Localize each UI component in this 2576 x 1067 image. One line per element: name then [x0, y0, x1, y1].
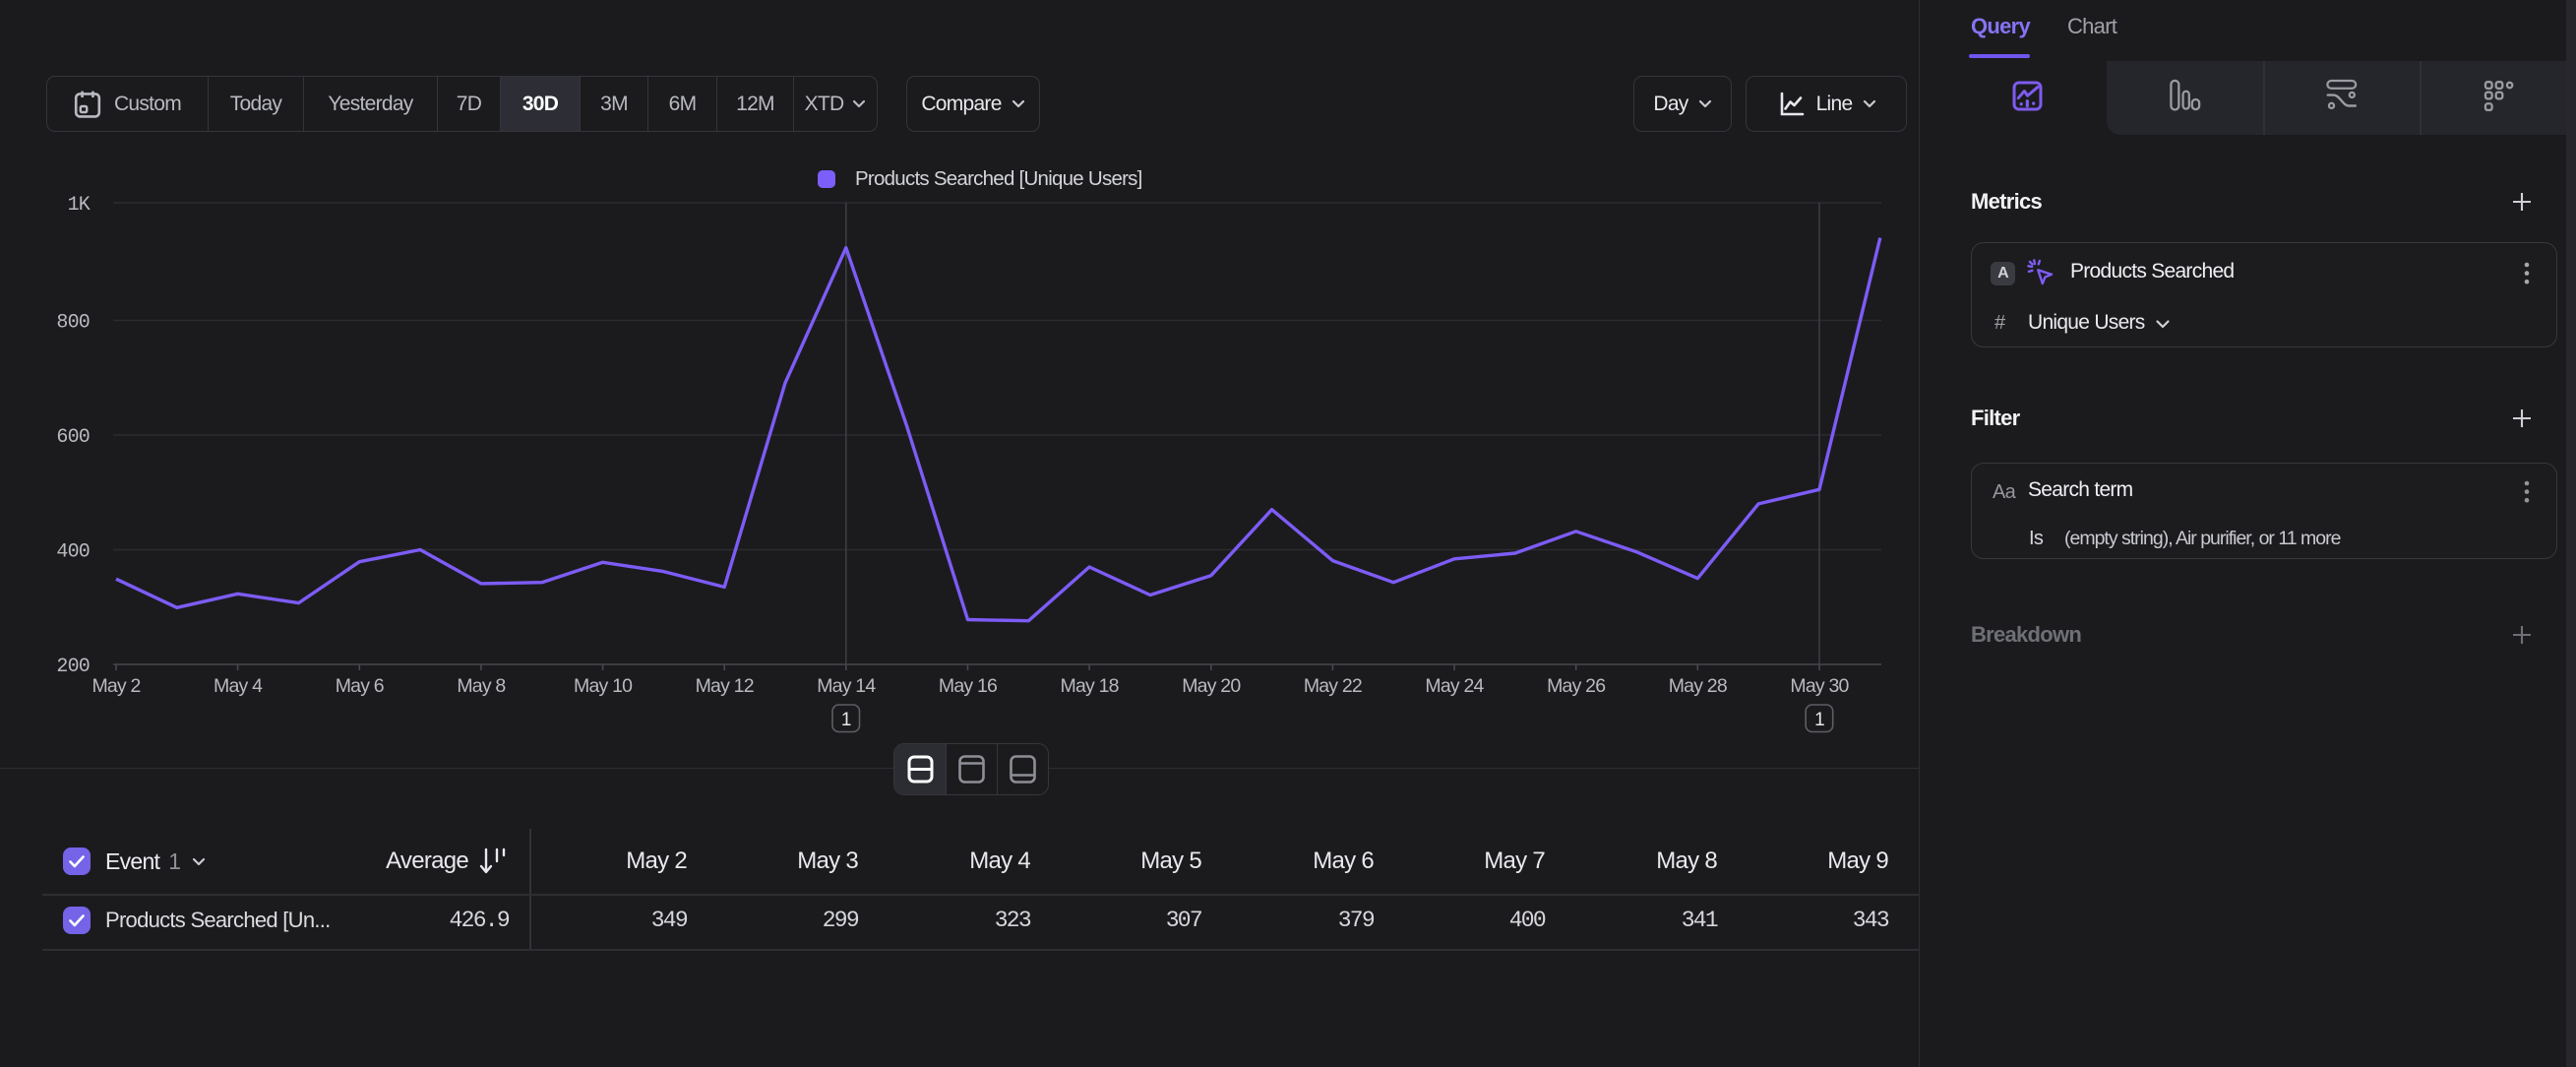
svg-text:May 30: May 30	[1790, 675, 1849, 697]
svg-text:400: 400	[56, 541, 90, 564]
svg-text:1: 1	[1814, 710, 1824, 730]
svg-text:May 24: May 24	[1425, 675, 1484, 697]
svg-text:May 12: May 12	[696, 675, 754, 697]
svg-text:800: 800	[56, 312, 90, 335]
svg-text:May 8: May 8	[457, 675, 505, 697]
svg-text:May 2: May 2	[92, 675, 140, 697]
svg-text:May 16: May 16	[939, 675, 997, 697]
svg-text:600: 600	[56, 426, 90, 449]
svg-text:200: 200	[56, 656, 90, 678]
svg-text:May 10: May 10	[574, 675, 633, 697]
svg-text:1K: 1K	[68, 194, 91, 217]
svg-text:May 6: May 6	[336, 675, 384, 697]
svg-text:May 22: May 22	[1304, 675, 1362, 697]
svg-text:May 26: May 26	[1547, 675, 1605, 697]
svg-text:1: 1	[841, 710, 851, 730]
svg-text:May 20: May 20	[1182, 675, 1241, 697]
svg-text:May 4: May 4	[214, 675, 263, 697]
svg-text:May 28: May 28	[1669, 675, 1727, 697]
svg-text:May 14: May 14	[817, 675, 876, 697]
svg-text:May 18: May 18	[1061, 675, 1119, 697]
